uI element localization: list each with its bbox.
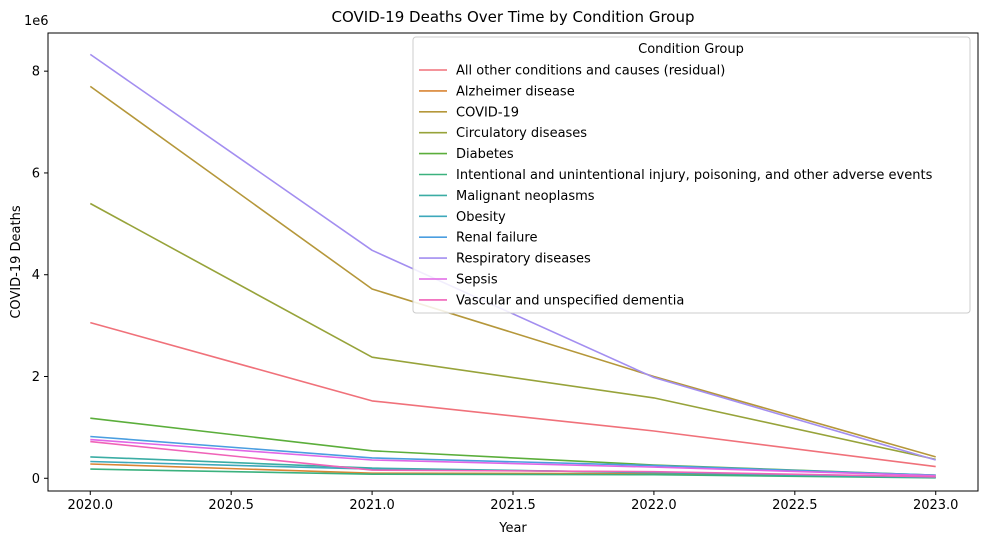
y-axis-multiplier: 1e6 (24, 14, 49, 29)
legend-title: Condition Group (638, 42, 744, 57)
series-line-9 (90, 435, 936, 476)
x-tick-label: 2021.0 (349, 498, 395, 513)
legend-label: Malignant neoplasms (456, 189, 595, 204)
legend-box (412, 36, 971, 314)
series-line-12 (90, 440, 936, 478)
y-tick-label: 8 (32, 65, 40, 80)
y-tick-label: 6 (32, 166, 40, 181)
legend-label: Obesity (456, 210, 506, 225)
y-tick-label: 0 (32, 472, 40, 487)
x-axis-ticks: 2020.0 2020.5 2021.0 2021.5 2022.0 2022.5 2023… (68, 491, 959, 513)
series-line-6 (90, 468, 936, 479)
legend-label: All other conditions and causes (residua… (456, 64, 725, 79)
legend-label: Respiratory diseases (456, 252, 591, 267)
series-line-11 (90, 438, 936, 477)
x-tick-label: 2023.0 (913, 498, 959, 513)
series-line-1 (90, 321, 936, 468)
legend-label: Diabetes (456, 147, 514, 162)
legend-label: Intentional and unintentional injury, po… (456, 168, 933, 183)
legend-label: Renal failure (456, 231, 537, 246)
legend-label: Circulatory diseases (456, 126, 587, 141)
legend-label: Alzheimer disease (456, 84, 575, 99)
y-tick-label: 4 (32, 268, 40, 283)
y-tick-label: 2 (32, 370, 40, 385)
x-axis-label: Year (498, 521, 527, 536)
legend: Condition Group All other conditions and… (412, 36, 971, 314)
x-tick-label: 2020.0 (68, 498, 114, 513)
x-tick-label: 2021.5 (490, 498, 536, 513)
chart-title: COVID-19 Deaths Over Time by Condition G… (332, 8, 695, 26)
series-line-10 (89, 53, 936, 461)
series-line-3 (89, 85, 936, 458)
legend-label: Sepsis (456, 273, 498, 288)
x-tick-label: 2020.5 (208, 498, 254, 513)
legend-label: Vascular and unspecified dementia (456, 293, 684, 308)
y-axis-ticks: 0 2 4 6 8 (32, 65, 48, 487)
series-line-4 (89, 202, 936, 461)
x-tick-label: 2022.5 (772, 498, 818, 513)
x-tick-label: 2022.0 (631, 498, 677, 513)
y-axis-label: COVID-19 Deaths (9, 205, 24, 318)
plot-lines (89, 53, 936, 479)
legend-label: COVID-19 (456, 105, 519, 120)
legend-items: All other conditions and causes (residua… (419, 64, 933, 308)
